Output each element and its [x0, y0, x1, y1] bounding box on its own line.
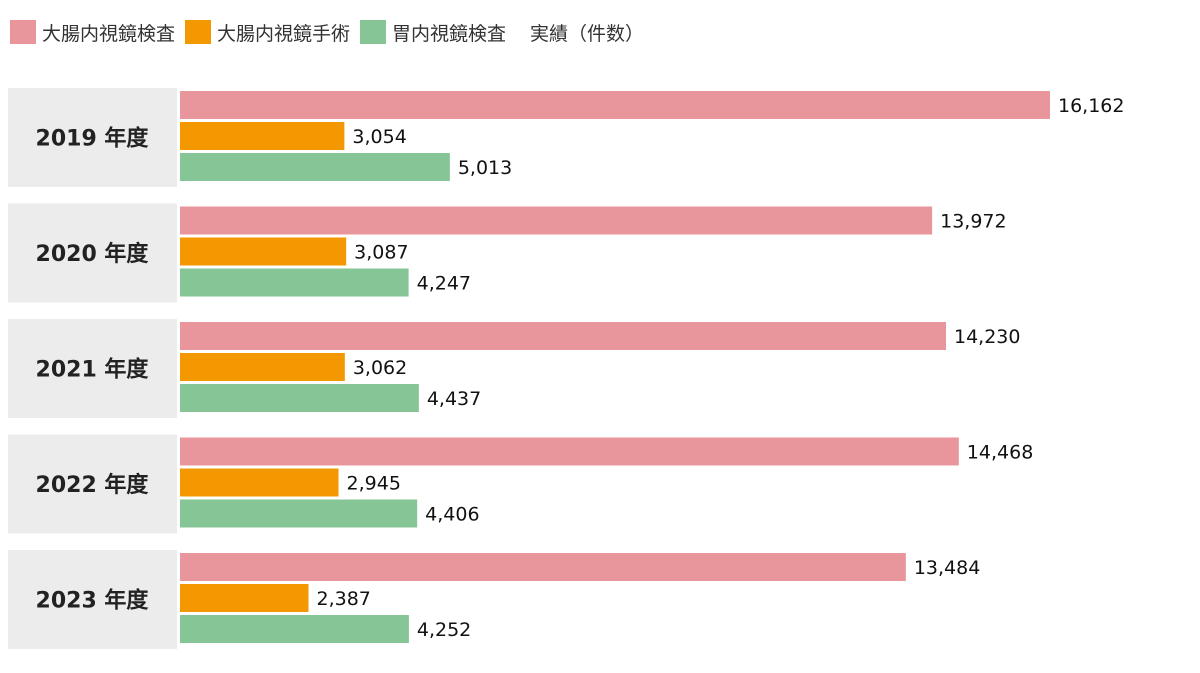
bar-colon-surgery [180, 122, 345, 150]
data-label-colonoscopy: 13,484 [914, 557, 980, 579]
bar-colonoscopy [180, 322, 947, 350]
data-label-colon-surgery: 3,062 [353, 357, 407, 379]
category-label: 2021 年度 [36, 357, 150, 383]
bar-colonoscopy [180, 553, 906, 581]
bar-gastroscopy [180, 499, 418, 528]
data-label-colon-surgery: 2,387 [316, 588, 370, 610]
chart-legend: 大腸内視鏡検査 大腸内視鏡手術 胃内視鏡検査 実績（件数） [10, 18, 644, 46]
legend-swatch-gastroscopy [360, 20, 387, 44]
data-label-gastroscopy: 4,252 [417, 619, 471, 641]
data-label-gastroscopy: 5,013 [458, 157, 512, 179]
data-label-gastroscopy: 4,247 [417, 273, 471, 295]
bar-colon-surgery [180, 584, 309, 612]
legend-item-colon-surgery: 大腸内視鏡手術 [185, 19, 350, 46]
chart-title: 実績（件数） [530, 22, 645, 45]
bar-gastroscopy [180, 268, 409, 297]
legend-swatch-colonoscopy [10, 20, 36, 44]
legend-item-colonoscopy: 大腸内視鏡検査 [10, 19, 175, 46]
year-label-bg [8, 203, 177, 303]
bar-colon-surgery [180, 353, 345, 381]
year-label-bg [8, 88, 177, 187]
data-label-colonoscopy: 16,162 [1058, 95, 1124, 117]
year-label-bg [8, 319, 177, 418]
category-label: 2022 年度 [36, 472, 150, 498]
bar-colonoscopy [180, 91, 1050, 119]
legend-label-colonoscopy: 大腸内視鏡検査 [42, 22, 176, 45]
data-label-colon-surgery: 3,054 [352, 126, 406, 148]
bar-gastroscopy [180, 384, 419, 412]
data-label-colonoscopy: 14,468 [967, 442, 1033, 464]
data-label-gastroscopy: 4,437 [427, 388, 481, 410]
bar-gastroscopy [180, 153, 450, 181]
category-label: 2019 年度 [36, 126, 150, 152]
year-label-bg [8, 550, 177, 649]
category-label: 2023 年度 [36, 588, 150, 614]
year-label-bg [8, 434, 177, 534]
data-label-colonoscopy: 13,972 [940, 211, 1006, 233]
bar-colon-surgery [180, 237, 347, 266]
bar-colonoscopy [180, 437, 959, 466]
data-label-gastroscopy: 4,406 [425, 504, 479, 526]
legend-item-gastroscopy: 胃内視鏡検査 [360, 19, 506, 46]
bar-gastroscopy [180, 615, 409, 643]
data-label-colon-surgery: 3,087 [354, 242, 408, 264]
legend-label-gastroscopy: 胃内視鏡検査 [392, 22, 507, 45]
bar-colon-surgery [180, 468, 339, 497]
category-label: 2020 年度 [36, 241, 150, 267]
bar-colonoscopy [180, 206, 933, 235]
data-label-colon-surgery: 2,945 [347, 473, 401, 495]
legend-label-colon-surgery: 大腸内視鏡手術 [217, 22, 351, 45]
legend-swatch-colon-surgery [185, 20, 212, 44]
data-label-colonoscopy: 14,230 [954, 326, 1020, 348]
